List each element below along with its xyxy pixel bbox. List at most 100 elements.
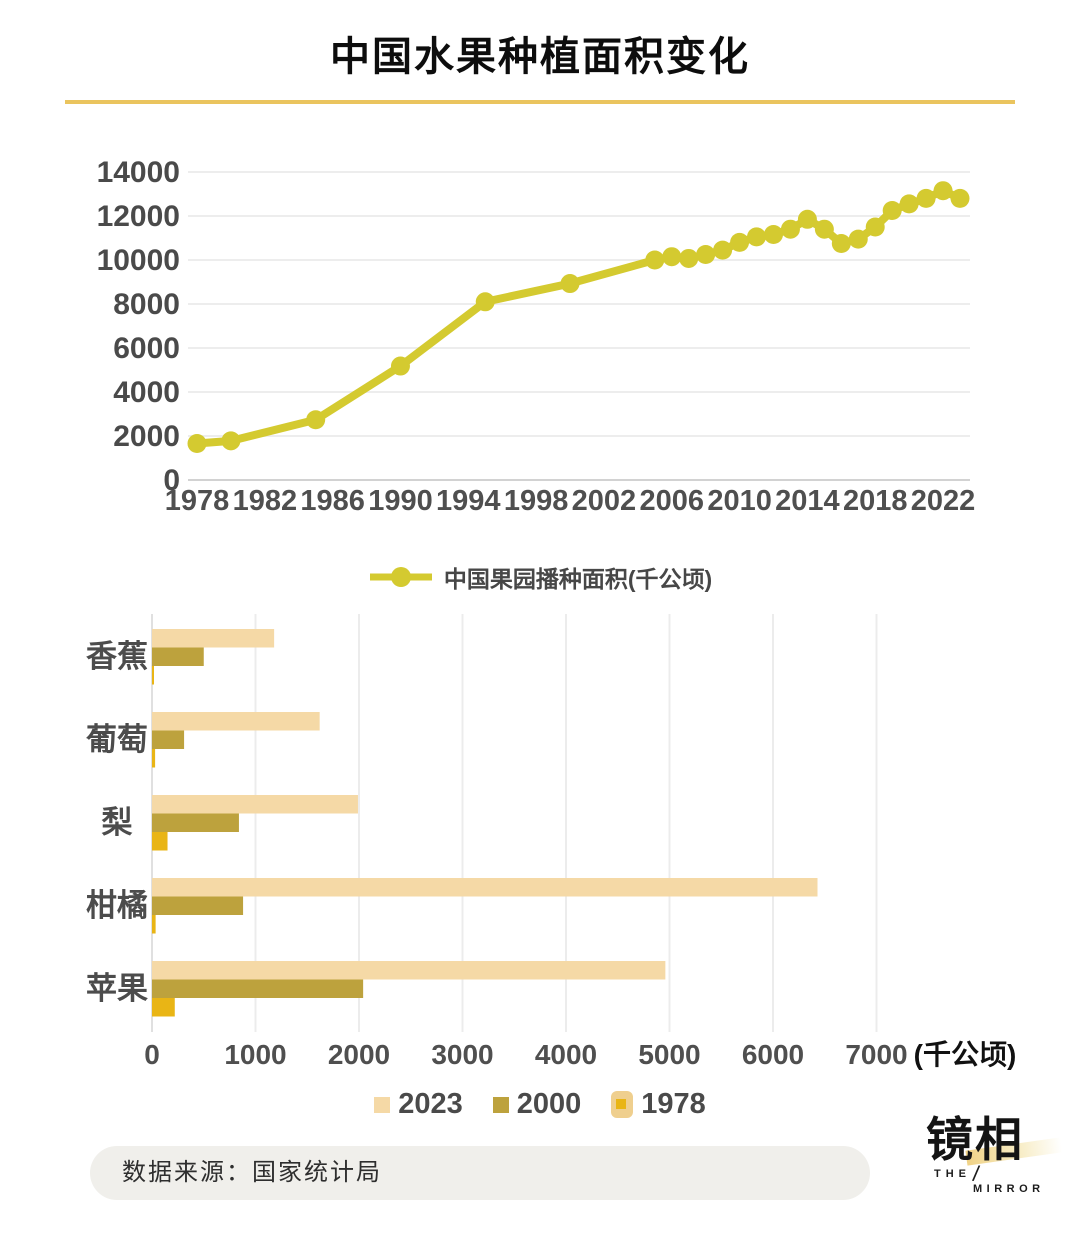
line-data-point-2016 — [831, 234, 851, 253]
bar-2023-香蕉 — [152, 629, 275, 648]
bar-legend-item-2023: 2023 — [374, 1088, 463, 1121]
orchard-area-line-series — [193, 186, 964, 448]
bar-1978-葡萄 — [152, 749, 156, 768]
bar-legend-item-2000: 2000 — [492, 1088, 582, 1121]
legend-swatch-1978 — [616, 1099, 627, 1109]
bar-1978-梨 — [152, 832, 168, 851]
bar-category-label-1: 葡萄 — [86, 722, 148, 757]
bar-2023-梨 — [152, 795, 358, 814]
bar-2023-柑橘 — [152, 878, 818, 897]
bar-2000-香蕉 — [152, 647, 204, 666]
legend-label-2023: 2023 — [398, 1088, 463, 1120]
bar-category-label-2: 梨 — [102, 805, 133, 840]
bar-category-label-3: 柑橘 — [86, 888, 148, 923]
the-mirror-logo: 镜相 THE / MIRROR — [926, 1113, 1063, 1226]
legend-swatch-wrap-2023 — [374, 1096, 391, 1113]
bar-2000-梨 — [152, 813, 239, 832]
line-chart-legend: 中国果园播种面积(千公顷) — [0, 560, 1080, 594]
line-chart-y-tick-label: 4000 — [113, 376, 180, 409]
line-legend-label: 中国果园播种面积(千公顷) — [443, 566, 713, 592]
bar-chart-x-tick-label: 5000 — [638, 1039, 700, 1070]
bar-1978-苹果 — [152, 998, 175, 1017]
logo-chinese-text: 镜相 — [926, 1113, 1024, 1166]
logo-the-text: THE — [934, 1168, 971, 1180]
bar-chart-legend: 2023 2000 1978 — [0, 1088, 1080, 1121]
legend-label-2000: 2000 — [516, 1088, 582, 1120]
line-chart-x-tick-label: 2002 — [572, 485, 637, 517]
logo-english-row: THE / — [926, 1161, 1056, 1187]
line-data-point-2020 — [899, 194, 919, 214]
line-data-point-2021 — [916, 188, 936, 208]
bar-2023-葡萄 — [152, 712, 320, 731]
line-data-point-2015 — [814, 219, 834, 239]
line-data-point-2011 — [747, 227, 767, 247]
bar-1978-香蕉 — [152, 666, 154, 685]
bar-chart-x-tick-label: 0 — [144, 1039, 160, 1070]
line-data-point-2014 — [797, 209, 817, 229]
bar-chart-unit-label: (千公顷) — [914, 1039, 1017, 1070]
line-chart-x-tick-label: 1990 — [368, 485, 433, 517]
line-data-point-1978 — [187, 433, 207, 453]
bar-1978-柑橘 — [152, 915, 156, 934]
bar-category-label-0: 香蕉 — [86, 639, 148, 674]
line-data-point-2019 — [882, 201, 902, 220]
line-chart-y-tick-label: 0 — [163, 464, 180, 497]
bar-category-label-4: 苹果 — [86, 971, 148, 1006]
line-data-point-2017 — [848, 229, 868, 249]
bar-chart-x-tick-label: 7000 — [845, 1039, 907, 1070]
line-chart-x-tick-label: 1986 — [300, 485, 365, 517]
line-chart-y-tick-label: 2000 — [113, 420, 180, 453]
bar-legend-item-1978: 1978 — [611, 1088, 706, 1121]
bar-2000-柑橘 — [152, 896, 244, 915]
data-source-pill: 数据来源：国家统计局 — [90, 1146, 870, 1200]
line-chart-y-tick-label: 14000 — [97, 156, 180, 189]
line-data-point-1985 — [306, 410, 326, 430]
bar-chart-x-tick-label: 6000 — [742, 1039, 804, 1070]
line-data-point-2018 — [865, 217, 885, 237]
line-data-point-2000 — [560, 274, 580, 294]
line-data-point-2005 — [645, 250, 665, 270]
line-data-point-2010 — [730, 232, 750, 252]
bar-chart-x-tick-label: 3000 — [431, 1039, 493, 1070]
bar-chart-x-tick-label: 2000 — [328, 1039, 390, 1070]
legend-swatch-wrap-1978 — [611, 1091, 634, 1118]
line-chart-x-tick-label: 2014 — [775, 485, 840, 517]
legend-label-1978: 1978 — [641, 1088, 706, 1120]
line-data-point-1990 — [390, 356, 410, 376]
line-chart-x-tick-label: 1978 — [165, 485, 230, 517]
bar-2000-苹果 — [152, 979, 364, 998]
line-chart-x-tick-label: 2010 — [707, 485, 772, 517]
data-source-label: 数据来源：国家统计局 — [122, 1160, 382, 1186]
line-legend-marker — [369, 567, 432, 587]
line-data-point-1980 — [221, 431, 241, 451]
bar-2023-苹果 — [152, 961, 666, 980]
page-title: 中国水果种植面积变化 — [330, 35, 750, 79]
line-data-point-2022 — [933, 181, 953, 201]
line-data-point-1995 — [475, 292, 495, 312]
line-chart-y-tick-label: 12000 — [97, 200, 180, 233]
line-chart-y-tick-label: 6000 — [113, 332, 180, 365]
line-data-point-2009 — [713, 240, 733, 260]
line-chart-x-tick-label: 2006 — [639, 485, 704, 517]
bar-chart-x-tick-label: 4000 — [535, 1039, 597, 1070]
line-data-point-2013 — [780, 219, 800, 239]
line-chart-y-tick-label: 8000 — [113, 288, 180, 321]
line-data-point-2007 — [679, 248, 699, 268]
line-chart-x-tick-label: 1982 — [233, 485, 298, 517]
line-data-point-2006 — [662, 247, 682, 267]
line-data-point-2012 — [763, 224, 783, 244]
line-chart-x-tick-label: 2022 — [911, 485, 976, 517]
title-underline — [65, 100, 1015, 104]
line-chart-x-tick-label: 2018 — [843, 485, 908, 517]
line-chart-x-tick-label: 1998 — [504, 485, 569, 517]
line-data-point-2008 — [696, 245, 716, 264]
line-chart-y-tick-label: 10000 — [97, 244, 180, 277]
line-chart-x-tick-label: 1994 — [436, 485, 501, 517]
bar-2000-葡萄 — [152, 730, 185, 749]
bar-chart: 0 1000 2000 3000 4000 5000 6000 7000 (千公顷) 香蕉葡萄梨柑… — [86, 614, 1017, 1070]
line-data-point-2023 — [950, 188, 970, 208]
bar-chart-x-tick-label: 1000 — [224, 1039, 286, 1070]
line-chart: 0 2000 4000 6000 8000 10000 12000 14000 1978 1982… — [97, 156, 976, 517]
legend-swatch-wrap-2000 — [492, 1096, 509, 1113]
